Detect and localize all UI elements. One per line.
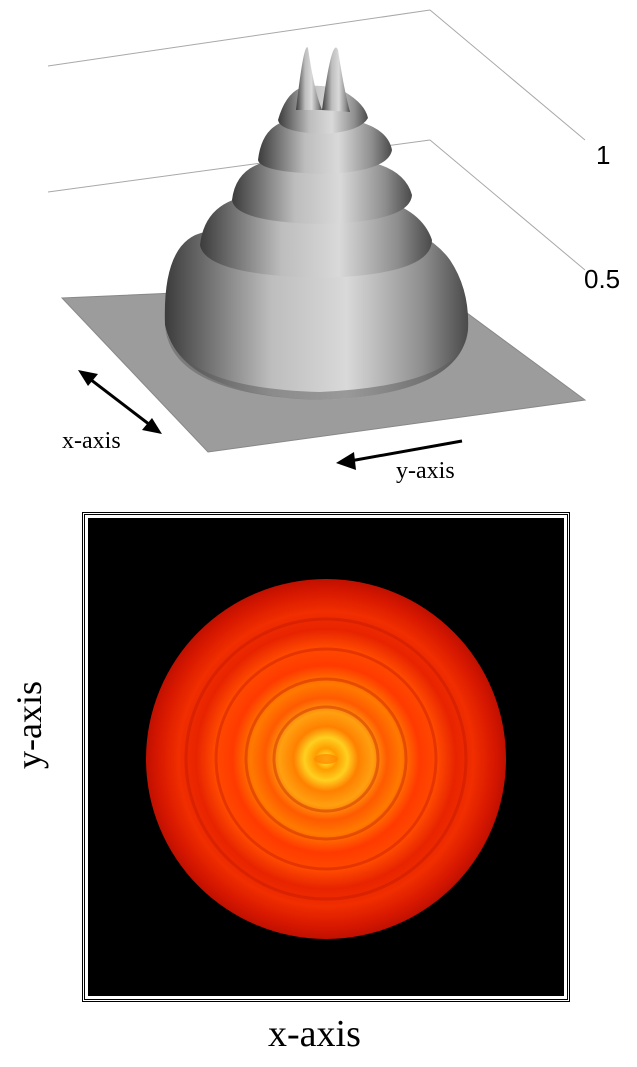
- surface-tiers: [164, 47, 469, 400]
- surface-plot: 1 0.5 x-axis y-axis: [0, 0, 637, 495]
- heatmap-x-axis-label: x-axis: [268, 1013, 361, 1055]
- heatmap-rings: [184, 617, 468, 901]
- heatmap-frame: [82, 512, 570, 1002]
- surface-y-axis-label: y-axis: [396, 458, 455, 484]
- heatmap-center-dip: [314, 754, 338, 764]
- heatmap-y-axis-label: y-axis: [9, 681, 49, 769]
- surface-x-axis-label: x-axis: [62, 428, 121, 454]
- heatmap-svg: [146, 579, 506, 939]
- z-tick-label-1: 1: [596, 140, 611, 170]
- y-axis-arrow: [336, 439, 463, 470]
- x-axis-arrow: [78, 370, 162, 434]
- z-tick-label-0-5: 0.5: [584, 264, 621, 294]
- heatmap-plot: [88, 518, 564, 996]
- surface-svg: [47, 9, 587, 470]
- grid-lines: [47, 9, 586, 271]
